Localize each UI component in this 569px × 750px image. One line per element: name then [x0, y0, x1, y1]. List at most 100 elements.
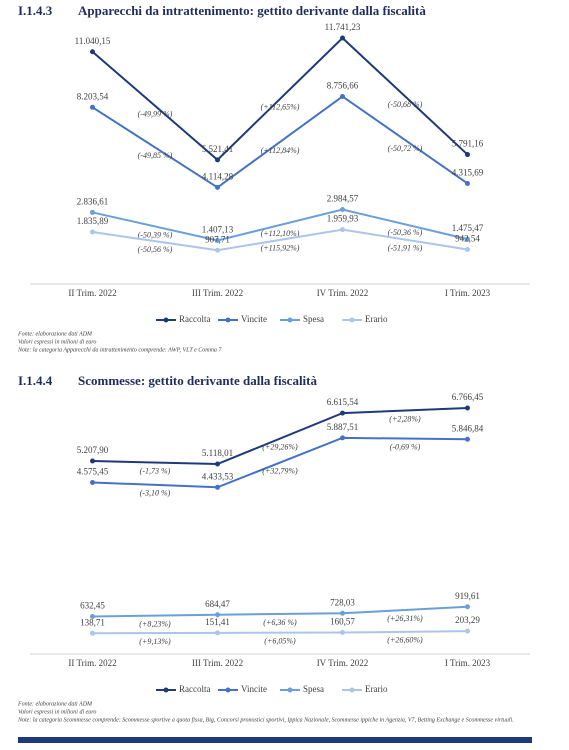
value-label: 11.040,15: [75, 36, 111, 46]
point: [340, 207, 345, 213]
legend-label: Vincite: [241, 684, 267, 694]
note: Note: la categoria Scommesse comprende: …: [17, 716, 514, 723]
series-line: [92, 630, 468, 635]
footer-bar: [18, 737, 532, 743]
point: [215, 237, 220, 243]
value-label: 919,61: [455, 591, 480, 601]
legend-label: Erario: [365, 684, 388, 694]
point: [90, 630, 95, 636]
point: [340, 630, 345, 636]
value-label: 1.407,13: [202, 224, 234, 234]
value-label: 5.118,01: [202, 448, 233, 458]
legend-marker: [225, 317, 231, 323]
change-label: (-49,99 %): [138, 110, 173, 119]
value-label: 4.575,45: [77, 467, 109, 477]
point: [465, 628, 470, 634]
value-label: 4.433,53: [202, 471, 234, 481]
point: [215, 484, 220, 490]
point: [215, 630, 220, 636]
value-label: 2.836,61: [77, 196, 109, 206]
value-label: 1.475,47: [452, 223, 484, 233]
point: [90, 49, 95, 55]
note: Valori espressi in milioni di euro: [18, 709, 96, 715]
point: [90, 614, 95, 620]
legend-label: Vincite: [241, 314, 267, 324]
change-label: (+115,92%): [261, 244, 300, 253]
section-number: I.1.4.4: [18, 373, 53, 388]
point: [215, 461, 220, 467]
change-label: (+26,31%): [387, 614, 423, 623]
point: [465, 236, 470, 242]
value-label: 6.615,54: [327, 397, 359, 407]
change-label: (-1,73 %): [140, 466, 171, 475]
change-label: (+8,23%): [139, 619, 171, 628]
point: [215, 247, 220, 253]
change-label: (+29,26%): [262, 442, 298, 451]
value-label: 4.315,69: [452, 168, 484, 178]
change-label: (+2,28%): [389, 414, 421, 423]
change-label: (-50,56 %): [138, 245, 173, 254]
value-label: 1.835,89: [77, 216, 109, 226]
value-label: 907,71: [205, 234, 230, 244]
legend-marker: [287, 317, 293, 323]
legend-marker: [163, 687, 169, 693]
section-number: I.1.4.3: [18, 3, 53, 18]
change-label: (-51,91 %): [388, 243, 423, 252]
change-label: (-50,36 %): [388, 228, 423, 237]
point: [340, 227, 345, 233]
value-label: 5.521,41: [202, 144, 234, 154]
series-line: [92, 208, 468, 242]
note: Valori espressi in milioni di euro: [18, 339, 96, 345]
point: [465, 405, 470, 411]
chart-title: Apparecchi da intrattenimento: gettito d…: [78, 3, 426, 18]
note: Note: la categoria Apparecchi da intratt…: [17, 347, 222, 353]
point: [465, 604, 470, 610]
point: [340, 435, 345, 441]
value-label: 151,41: [205, 617, 230, 627]
value-label: 5.846,84: [452, 423, 484, 433]
change-label: (+6,36 %): [263, 618, 297, 627]
change-label: (+6,05%): [264, 637, 296, 646]
point: [465, 436, 470, 442]
legend-label: Raccolta: [179, 684, 210, 694]
change-label: (-49,85 %): [138, 151, 173, 160]
series-line: [91, 36, 469, 162]
value-label: 203,29: [455, 615, 480, 625]
value-label: 632,45: [80, 601, 105, 611]
series-line: [91, 95, 469, 189]
change-label: (+9,13%): [139, 637, 171, 646]
value-label: 6.766,45: [452, 392, 484, 402]
legend-label: Erario: [365, 314, 388, 324]
point: [340, 93, 345, 99]
change-label: (+112,10%): [261, 229, 300, 238]
note: Fonte: elaborazione dati ADM: [17, 701, 93, 707]
series-line: [92, 605, 468, 618]
value-label: 728,03: [330, 597, 355, 607]
legend-marker: [225, 687, 231, 693]
value-label: 8.756,66: [327, 81, 359, 91]
value-label: 138,71: [80, 617, 105, 627]
value-label: 684,47: [205, 599, 230, 609]
value-label: 8.203,54: [77, 91, 109, 101]
point: [90, 104, 95, 110]
x-tick-label: I Trim. 2023: [445, 288, 491, 298]
legend-label: Spesa: [303, 684, 324, 694]
change-label: (+26,60%): [387, 636, 423, 645]
change-label: (+112,65%): [261, 103, 300, 112]
point: [90, 209, 95, 215]
value-label: 5.887,51: [327, 422, 359, 432]
change-label: (+112,84%): [261, 146, 300, 155]
value-label: 160,57: [330, 617, 355, 627]
value-label: 2.984,57: [327, 194, 359, 204]
point: [215, 157, 220, 163]
x-tick-label: III Trim. 2022: [192, 658, 243, 668]
point: [465, 152, 470, 158]
legend-marker: [163, 317, 169, 323]
x-tick-label: I Trim. 2023: [445, 658, 491, 668]
point: [340, 35, 345, 41]
legend-marker: [287, 687, 293, 693]
point: [90, 229, 95, 235]
change-label: (-50,72 %): [388, 144, 423, 153]
point: [465, 247, 470, 253]
